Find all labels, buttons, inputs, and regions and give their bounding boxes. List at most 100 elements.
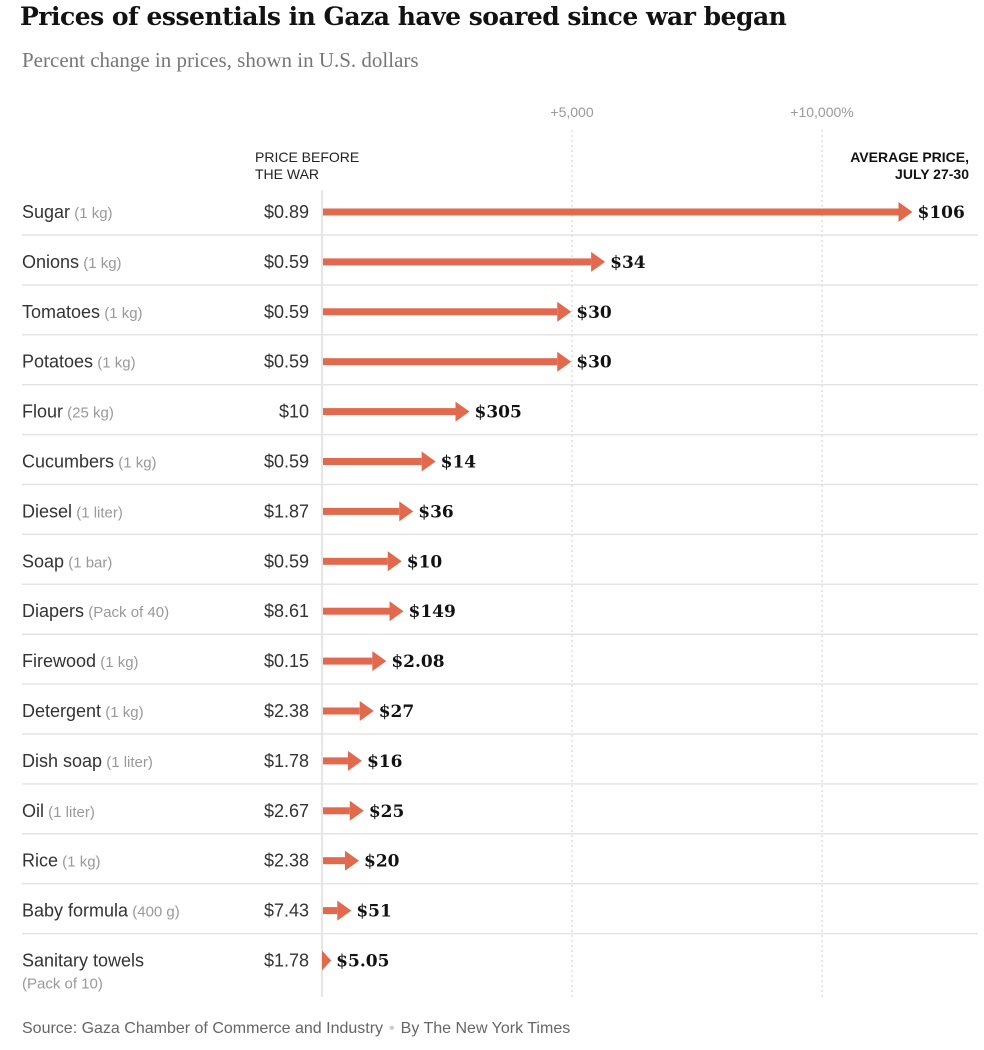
item-name-text: Diesel [22,501,72,521]
item-name-text: Flour [22,402,63,422]
item-name: Cucumbers (1 kg) [22,452,157,472]
price-before: $1.87 [264,501,309,521]
item-name-text: Cucumbers [22,452,114,472]
item-unit: (Pack of 40) [84,604,169,621]
item-name: Rice (1 kg) [22,851,101,871]
tick-label: +5,000 [550,104,593,120]
price-before: $10 [279,402,309,422]
arrow-shaft [323,757,348,765]
arrow-head [557,351,572,372]
price-before: $0.89 [264,202,309,222]
price-after: $36 [418,502,454,522]
price-before: $7.43 [264,901,309,921]
item-name-text: Diapers [22,601,84,621]
item-unit: (1 kg) [101,704,144,721]
price-before: $8.61 [264,601,309,621]
source-text: Source: Gaza Chamber of Commerce and Ind… [22,1020,384,1037]
header-average-price: JULY 27-30 [895,166,969,182]
price-after: $106 [918,203,965,223]
arrow-head [349,800,364,821]
price-before: $0.59 [264,452,309,472]
header-average-price: AVERAGE PRICE, [850,149,969,165]
arrow-shaft [323,458,422,465]
price-after: $10 [407,552,443,572]
item-unit: (1 liter) [44,804,95,821]
price-before: $1.78 [264,751,309,771]
arrow-head [372,651,387,672]
chart-title: Prices of essentials in Gaza have soared… [20,2,787,31]
arrow-shaft [323,408,456,416]
header-price-before: THE WAR [255,166,319,182]
arrow-shaft [323,258,592,266]
item-unit: (1 liter) [72,504,123,521]
item-name-text: Tomatoes [22,302,100,322]
arrow-shaft [323,208,899,216]
item-unit: (1 kg) [79,255,122,272]
item-unit: (1 kg) [58,854,101,871]
price-after: $30 [576,303,612,323]
price-after: $51 [356,902,392,922]
arrow-shaft [323,507,400,515]
item-name: Dish soap (1 liter) [22,751,153,771]
item-name-text: Dish soap [22,751,102,771]
item-unit: (Pack of 10) [22,976,103,993]
price-before: $2.67 [264,801,309,821]
item-name-text: Potatoes [22,352,93,372]
item-unit: (1 kg) [114,455,157,472]
arrow-head [399,501,414,522]
item-name-text: Sugar [22,202,70,222]
item-name-text: Rice [22,851,58,871]
item-name: Sanitary towels [22,951,144,971]
item-name: Sugar (1 kg) [22,202,113,222]
credit-text: By The New York Times [400,1020,571,1037]
arrow-head [345,850,360,871]
arrow-shaft [323,857,346,865]
item-unit: (1 kg) [70,205,113,222]
arrow-head [337,900,352,921]
arrow-head [591,251,606,272]
price-after: $14 [441,453,477,473]
price-after: $149 [409,602,456,622]
item-unit: (1 kg) [96,654,139,671]
price-after: $16 [367,752,403,772]
arrow-head [898,202,913,222]
item-name: Firewood (1 kg) [22,651,139,671]
tick-label: +10,000% [790,104,853,120]
price-after: $25 [369,802,405,822]
item-name: Onions (1 kg) [22,252,122,272]
arrow-shaft [323,907,338,915]
item-name-text: Detergent [22,701,101,721]
item-unit: (400 g) [128,904,180,921]
arrow-shaft [323,607,390,615]
footer: Source: Gaza Chamber of Commerce and Ind… [22,1020,570,1038]
price-after: $5.05 [336,952,389,972]
item-name: Flour (25 kg) [22,402,114,422]
price-before: $0.59 [264,551,309,571]
item-name: Diesel (1 liter) [22,501,123,521]
arrow-shaft [323,707,360,715]
item-name: Tomatoes (1 kg) [22,302,143,322]
price-after: $2.08 [391,652,444,672]
item-name-text: Sanitary towels [22,951,144,971]
arrow-head [322,950,332,971]
price-after: $305 [475,403,522,423]
arrow-head [421,451,436,472]
arrow-head [387,551,402,572]
item-name: Potatoes (1 kg) [22,352,136,372]
arrow-head [389,601,404,622]
arrow-shaft [323,657,373,665]
item-name: Detergent (1 kg) [22,701,144,721]
item-name-text: Baby formula [22,901,129,921]
arrow-head [557,301,572,322]
arrow-shaft [323,557,388,565]
footer-separator: • [389,1020,395,1037]
item-unit: (1 liter) [102,754,153,771]
price-after: $34 [610,253,646,273]
header-price-before: PRICE BEFORE [255,149,359,165]
item-name: Diapers (Pack of 40) [22,601,169,621]
price-before: $0.59 [264,352,309,372]
price-before: $0.59 [264,302,309,322]
arrow-shaft [323,308,558,316]
arrow-head [455,401,470,422]
